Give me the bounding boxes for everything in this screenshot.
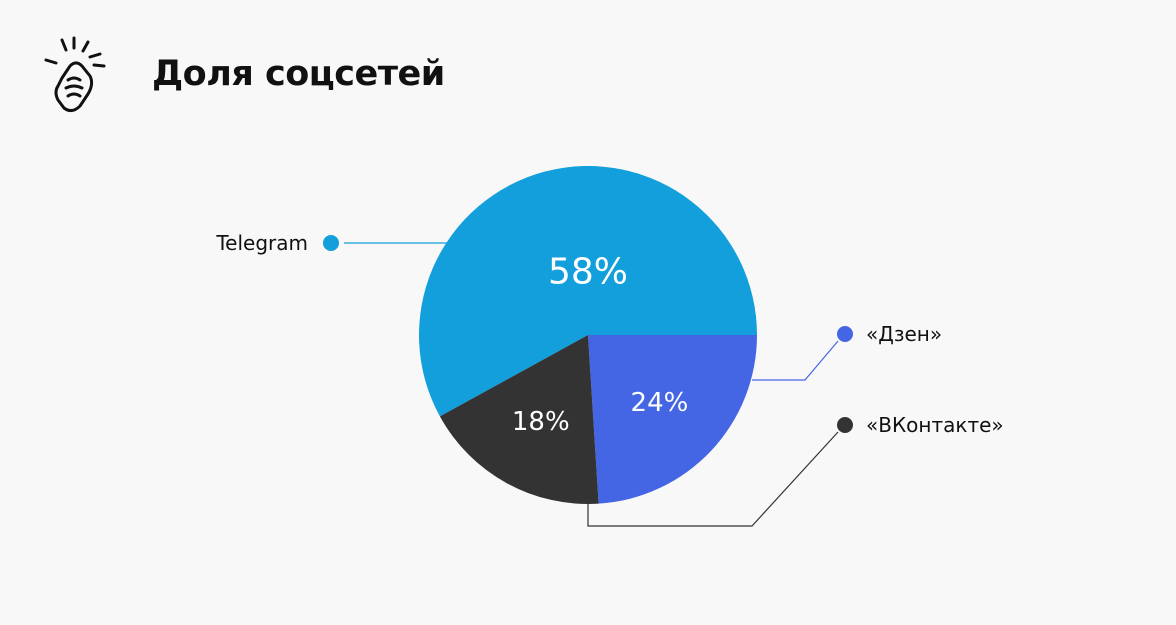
legend-label-вконтакте: «ВКонтакте» (866, 413, 1004, 437)
legend-dot-telegram (323, 235, 339, 251)
legend-dot-вконтакте (837, 417, 853, 433)
hand-with-sparks-icon (44, 36, 106, 113)
legend-label-дзен: «Дзен» (866, 322, 942, 346)
legend-label-telegram: Telegram (215, 231, 308, 255)
leader-line-дзен (752, 340, 839, 381)
slice-percent-telegram: 58% (548, 252, 628, 293)
pie-slice-дзен (588, 335, 757, 504)
slice-percent-дзен: 24% (631, 388, 689, 418)
page-title: Доля соцсетей (152, 54, 445, 94)
pie-slice-вконтакте (439, 335, 599, 504)
pie-slice-telegram (419, 166, 757, 417)
leader-line-вконтакте (587, 431, 839, 527)
slice-percent-вконтакте: 18% (512, 407, 570, 437)
legend-dot-дзен (837, 326, 853, 342)
